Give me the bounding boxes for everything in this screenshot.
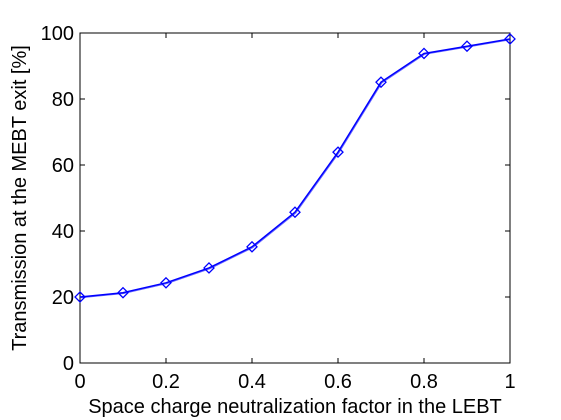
y-axis-ticks: 0 20 40 60 80 100 [41,23,510,375]
data-point-marker [332,146,344,159]
data-point-marker [289,206,301,219]
x-tick-label: 0.8 [410,371,438,393]
y-tick-label: 60 [52,155,74,177]
x-axis-ticks: 0 0.2 0.4 0.6 0.8 1 [74,33,516,393]
data-point-marker [160,276,172,289]
y-axis-label: Transmission at the MEBT exit [%] [9,45,31,351]
data-point-marker [203,262,215,274]
x-tick-label: 0.4 [238,371,266,393]
series-line-trace [80,39,511,299]
data-point-marker [375,76,387,89]
series-line [79,38,511,298]
y-tick-label: 0 [63,353,74,375]
data-point-marker [246,240,258,253]
data-point-marker [74,291,86,303]
y-tick-label: 20 [52,287,74,309]
data-point-marker [418,47,430,60]
data-point-marker [117,286,129,299]
data-point-marker [461,40,473,53]
x-tick-label: 0.6 [324,371,352,393]
y-tick-label: 40 [52,221,74,243]
data-point-marker [504,33,516,45]
x-tick-label: 0 [74,371,85,393]
y-tick-label: 80 [52,89,74,111]
x-axis-label: Space charge neutralization factor in th… [88,396,502,418]
y-tick-label: 100 [41,23,74,45]
plot-area [79,32,511,364]
x-tick-label: 1 [504,371,515,393]
series-layer [74,33,516,303]
x-tick-label: 0.2 [152,371,180,393]
